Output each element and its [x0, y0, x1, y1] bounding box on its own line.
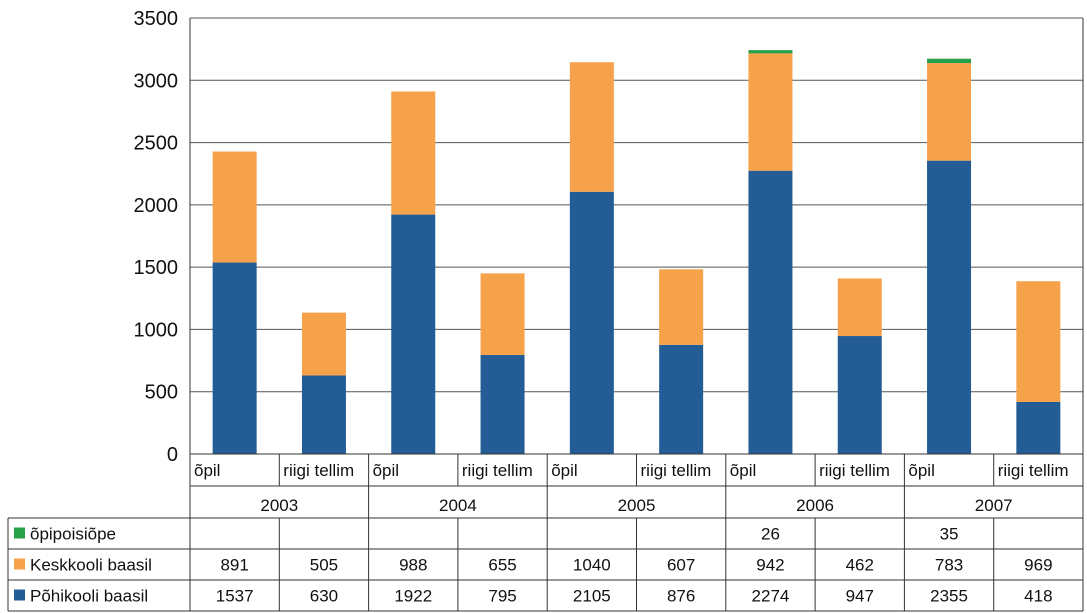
- data-cell: 505: [310, 556, 338, 575]
- bars: [212, 50, 1061, 455]
- bar-segment: [1016, 281, 1061, 402]
- y-tick-label: 3000: [134, 70, 179, 92]
- x-tick-label: õpil: [551, 461, 577, 480]
- bar-segment: [301, 375, 346, 454]
- x-tick-label: riigi tellim: [641, 461, 712, 480]
- bar-segment: [748, 50, 793, 54]
- data-cell: 988: [399, 556, 427, 575]
- data-cell: 1922: [394, 587, 432, 606]
- group-label: 2005: [618, 496, 656, 515]
- data-cell: 2105: [573, 587, 611, 606]
- y-tick-label: 2000: [134, 195, 179, 217]
- y-tick-label: 1000: [134, 319, 179, 341]
- legend-label: õpipoisiõpe: [30, 525, 116, 544]
- data-cell: 2355: [930, 587, 968, 606]
- group-label: 2006: [796, 496, 834, 515]
- group-label: 2003: [260, 496, 298, 515]
- bar-segment: [748, 170, 793, 454]
- bar-segment: [569, 62, 614, 192]
- bar-segment: [480, 273, 525, 355]
- bar-segment: [301, 312, 346, 376]
- legend-label: Keskkooli baasil: [30, 556, 152, 575]
- bar-segment: [927, 63, 972, 161]
- x-tick-label: õpil: [730, 461, 756, 480]
- group-label: 2007: [975, 496, 1013, 515]
- bar-segment: [659, 344, 704, 454]
- x-tick-label: õpil: [194, 461, 220, 480]
- data-cell: 26: [761, 525, 780, 544]
- y-tick-label: 3500: [134, 8, 179, 30]
- bar-segment: [748, 53, 793, 171]
- data-cell: 35: [940, 525, 959, 544]
- bar-segment: [837, 336, 882, 454]
- bar-segment: [212, 262, 257, 454]
- data-cell: 607: [667, 556, 695, 575]
- data-cell: 947: [846, 587, 874, 606]
- legend-key: [14, 558, 25, 570]
- bar-segment: [659, 269, 704, 345]
- data-cell: 655: [488, 556, 516, 575]
- bar-segment: [569, 191, 614, 454]
- data-cell: 876: [667, 587, 695, 606]
- x-tick-label: riigi tellim: [283, 461, 354, 480]
- data-cell: 795: [488, 587, 516, 606]
- data-cell: 783: [935, 556, 963, 575]
- bar-segment: [837, 278, 882, 337]
- data-cell: 1040: [573, 556, 611, 575]
- data-cell: 462: [846, 556, 874, 575]
- data-table: õpipoisiõpe 26 35 Keskkooli baasil 891 505 988…: [7, 517, 1084, 612]
- y-tick-label: 2500: [134, 133, 179, 155]
- bar-segment: [480, 354, 525, 454]
- data-cell: 891: [220, 556, 248, 575]
- bar-segment: [212, 151, 257, 263]
- y-axis: 0 500 1000 1500 2000 2500 3000 3500: [134, 8, 1084, 466]
- bar-segment: [391, 91, 436, 215]
- data-cell: 2274: [752, 587, 790, 606]
- x-tick-label: riigi tellim: [819, 461, 890, 480]
- y-tick-label: 500: [145, 382, 178, 404]
- x-tick-label: riigi tellim: [998, 461, 1069, 480]
- legend-label: Põhikooli baasil: [30, 587, 148, 606]
- legend-key: [14, 527, 25, 539]
- x-tick-label: riigi tellim: [462, 461, 533, 480]
- bar-segment: [391, 214, 436, 454]
- bar-segment: [927, 160, 972, 455]
- y-tick-label: 1500: [134, 257, 179, 279]
- x-tick-label: õpil: [373, 461, 399, 480]
- x-axis: õpil riigi tellim õpil riigi tellim õpil riig…: [189, 453, 1084, 518]
- y-tick-label: 0: [167, 444, 178, 466]
- data-cell: 1537: [216, 587, 254, 606]
- bar-segment: [927, 58, 972, 64]
- data-cell: 969: [1024, 556, 1052, 575]
- data-cell: 942: [756, 556, 784, 575]
- bar-segment: [1016, 401, 1061, 454]
- x-tick-label: õpil: [908, 461, 934, 480]
- group-label: 2004: [439, 496, 477, 515]
- data-cell: 418: [1024, 587, 1052, 606]
- legend-key: [14, 589, 25, 601]
- data-cell: 630: [310, 587, 338, 606]
